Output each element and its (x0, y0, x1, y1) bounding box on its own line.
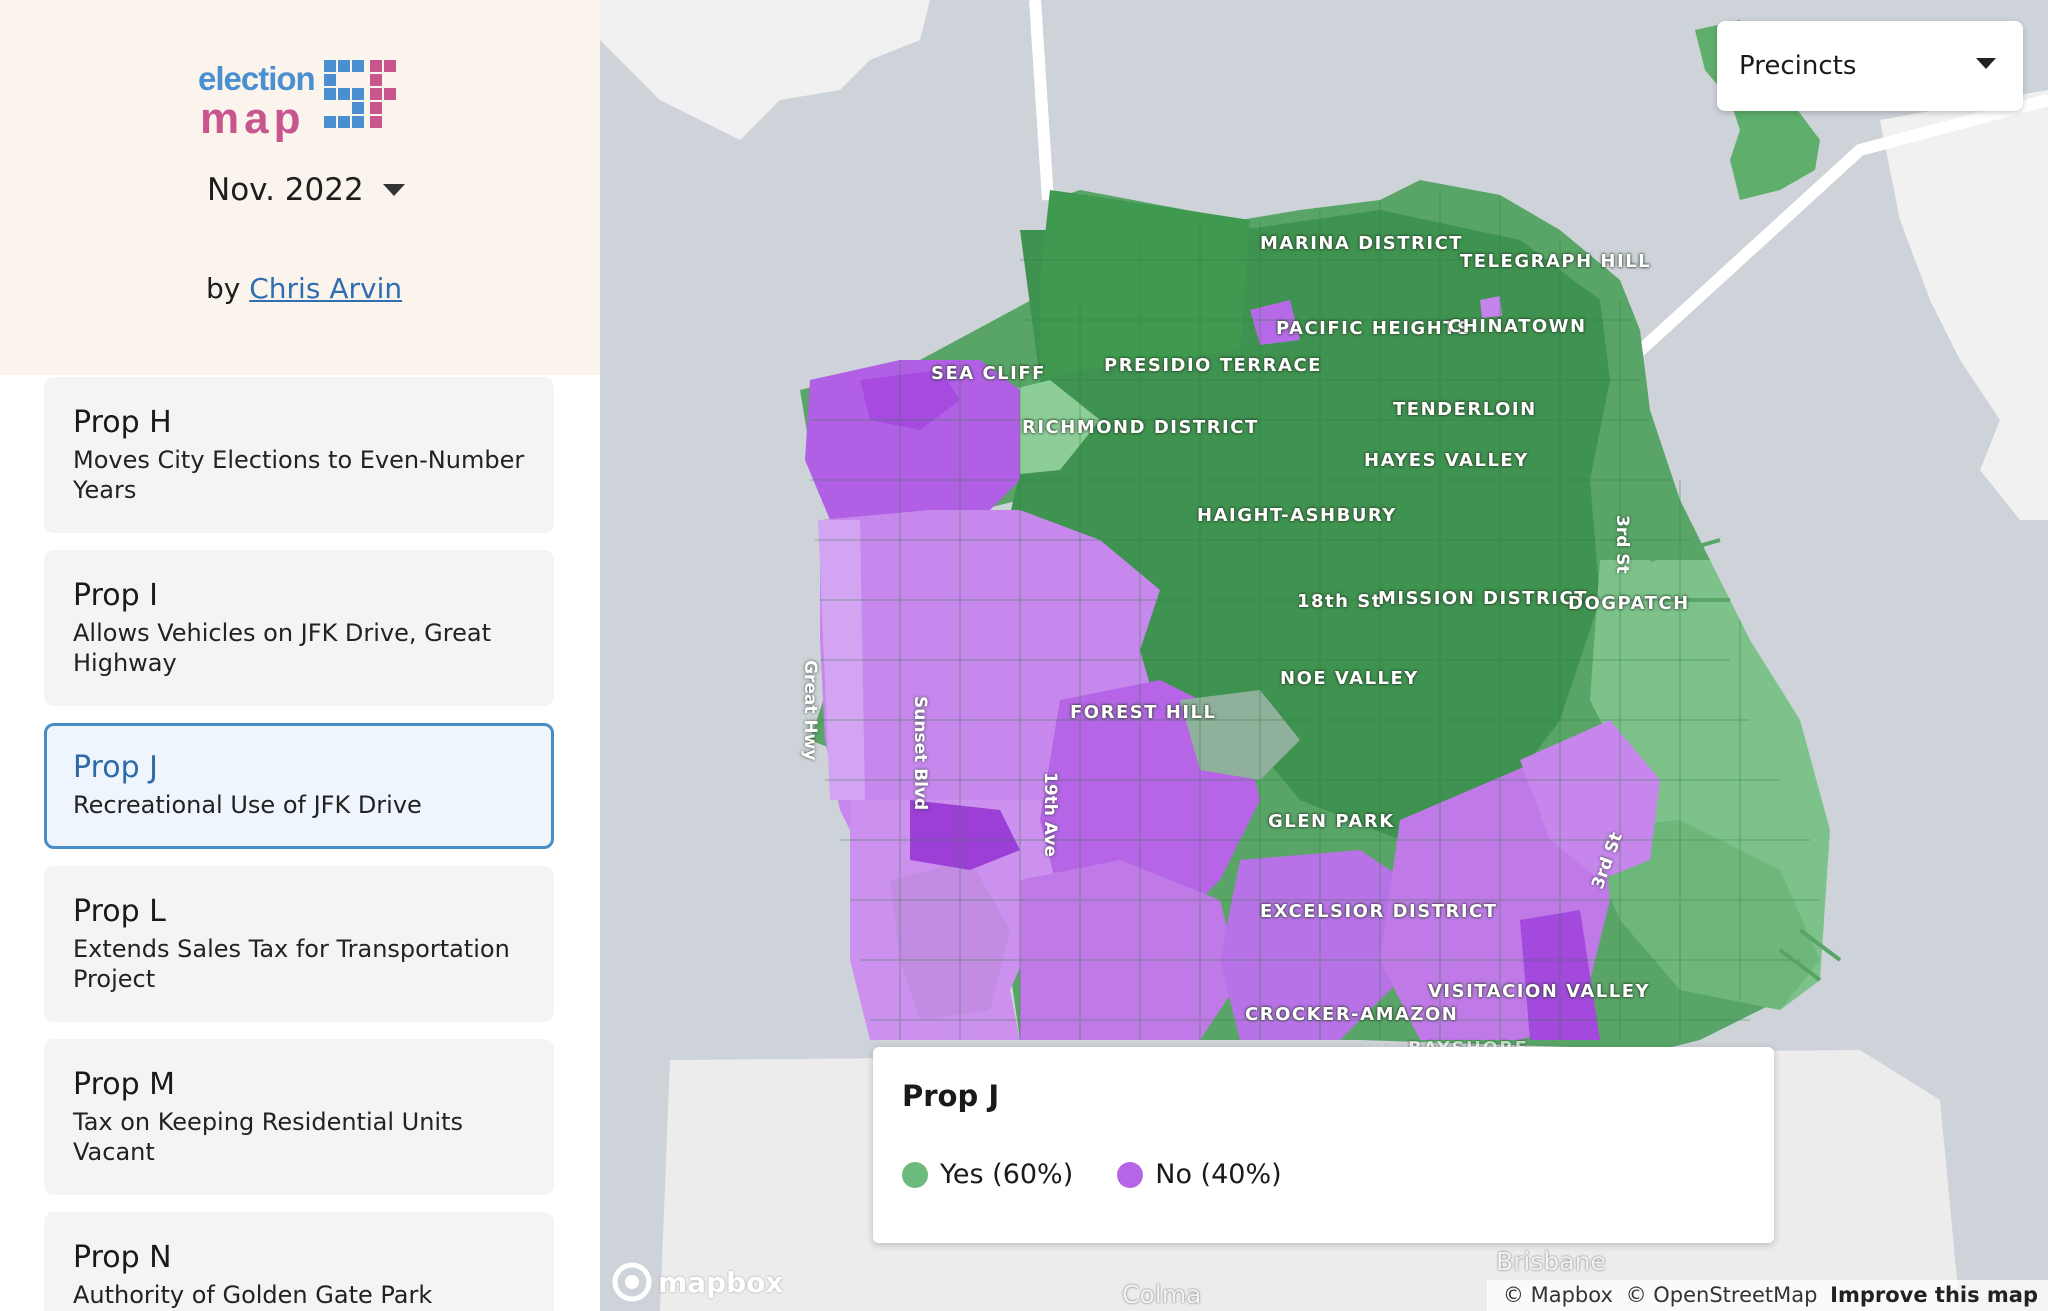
prop-name: Prop H (73, 405, 172, 440)
golden-gate-bridge (1029, 0, 1054, 201)
label-marina-district: MARINA DISTRICT (1260, 233, 1464, 254)
prop-name: Prop I (73, 578, 159, 613)
prop-description: Allows Vehicles on JFK Drive, Great High… (73, 619, 491, 677)
marin-land (600, 0, 930, 140)
attribution-osm-link[interactable]: © OpenStreetMap (1625, 1283, 1818, 1307)
label-19th-ave: 19th Ave (1040, 772, 1060, 857)
label-brisbane: Brisbane (1496, 1247, 1606, 1276)
prop-card-m[interactable]: Prop M Tax on Keeping Residential Units … (44, 1039, 554, 1195)
label-presidio-terrace: PRESIDIO TERRACE (1104, 355, 1322, 376)
label-noe-valley: NOE VALLEY (1280, 668, 1419, 689)
logo-sf-mark (324, 60, 396, 128)
legend-yes-label: Yes (60%) (940, 1159, 1074, 1190)
election-date-dropdown[interactable]: Nov. 2022 (207, 165, 406, 215)
prop-name: Prop J (73, 750, 159, 785)
excelsior-mixed (1220, 850, 1420, 1040)
prop-name: Prop N (73, 1240, 172, 1275)
chevron-down-icon (1976, 58, 1996, 69)
bay-bridge (1625, 94, 2048, 365)
legend-item-no: No (40%) (1117, 1159, 1282, 1190)
precinct-lines (810, 190, 1820, 1040)
logo-word-election: election (198, 60, 316, 97)
label-visitacion-valley: VISITACION VALLEY (1428, 981, 1651, 1002)
byline: by Chris Arvin (206, 272, 402, 305)
proposition-list: Prop H Moves City Elections to Even-Numb… (0, 375, 600, 1311)
prop-card-j[interactable]: Prop J Recreational Use of JFK Drive (44, 723, 554, 849)
prop-card-n[interactable]: Prop N Authority of Golden Gate Park (44, 1212, 554, 1311)
map-canvas[interactable] (600, 0, 2048, 1311)
label-excelsior-district: EXCELSIOR DISTRICT (1260, 901, 1498, 922)
prop-description: Extends Sales Tax for Transportation Pro… (73, 935, 510, 993)
layer-dropdown-value: Precincts (1739, 51, 1857, 81)
attribution-mapbox-link[interactable]: © Mapbox (1502, 1283, 1613, 1307)
label-3rd-st-north: 3rd St (1612, 515, 1632, 574)
twin-peaks-gray (1180, 690, 1300, 780)
map-attribution: © Mapbox © OpenStreetMap Improve this ma… (1486, 1280, 2048, 1311)
prop-description: Authority of Golden Gate Park (73, 1281, 433, 1309)
results-map[interactable]: MARINA DISTRICT TELEGRAPH HILL PACIFIC H… (600, 0, 2048, 1311)
sidebar: election map Nov. (0, 0, 600, 1311)
label-great-hwy: Great Hwy (800, 660, 820, 761)
byline-prefix: by (206, 272, 241, 305)
mapbox-wordmark: mapbox (658, 1265, 784, 1299)
author-link[interactable]: Chris Arvin (249, 272, 403, 305)
yes-swatch (902, 1161, 928, 1188)
outer-richmond-no (805, 360, 1020, 530)
label-tenderloin: TENDERLOIN (1393, 399, 1537, 420)
label-colma: Colma (1122, 1280, 1202, 1309)
legend-title: Prop J (902, 1079, 1000, 1113)
vis-valley-dark (1520, 910, 1600, 1040)
label-telegraph-hill: TELEGRAPH HILL (1460, 251, 1652, 272)
prop-description: Tax on Keeping Residential Units Vacant (73, 1108, 463, 1166)
legend-no-label: No (40%) (1155, 1159, 1282, 1190)
chinatown-no (1480, 296, 1502, 318)
label-18th-st: 18th St (1297, 591, 1382, 612)
label-chinatown: CHINATOWN (1448, 316, 1587, 337)
east-bay-land (1880, 90, 2048, 520)
label-haight-ashbury: HAIGHT-ASHBURY (1197, 505, 1397, 526)
waterfront-piers (1649, 538, 1842, 982)
election-map-sf-logo: election map (198, 54, 408, 144)
presidio (1040, 190, 1250, 380)
bayview-no (1520, 720, 1660, 880)
label-crocker-amazon: CROCKER-AMAZON (1245, 1004, 1459, 1025)
prop-description: Recreational Use of JFK Drive (73, 791, 422, 819)
mapbox-mark-icon (612, 1262, 652, 1302)
lake-merced-water (890, 860, 1010, 1020)
prop-card-h[interactable]: Prop H Moves City Elections to Even-Numb… (44, 377, 554, 533)
prop-card-l[interactable]: Prop L Extends Sales Tax for Transportat… (44, 866, 554, 1022)
prop-name: Prop M (73, 1067, 176, 1102)
label-richmond-district: RICHMOND DISTRICT (1022, 417, 1259, 438)
prop-card-i[interactable]: Prop I Allows Vehicles on JFK Drive, Gre… (44, 550, 554, 706)
logo-word-map: map (200, 94, 306, 143)
ocean-beach-strip (818, 520, 865, 800)
label-forest-hill: FOREST HILL (1070, 702, 1217, 723)
no-swatch (1117, 1161, 1144, 1188)
label-sea-cliff: SEA CLIFF (931, 363, 1046, 384)
ingleside-no (1020, 860, 1240, 1040)
label-sunset-blvd: Sunset Blvd (910, 696, 930, 811)
label-mission-district: MISSION DISTRICT (1378, 588, 1588, 609)
label-pacific-heights: PACIFIC HEIGHTS (1276, 318, 1472, 339)
caret-down-icon (382, 184, 405, 196)
label-dogpatch: DOGPATCH (1568, 593, 1690, 614)
sea-cliff-no (860, 370, 960, 430)
prop-name: Prop L (73, 894, 166, 929)
results-legend: Prop J Yes (60%) No (40%) (873, 1047, 1774, 1243)
pacific-heights-no (1250, 300, 1300, 345)
parkside-dark (910, 800, 1020, 870)
label-glen-park: GLEN PARK (1268, 811, 1395, 832)
improve-map-link[interactable]: Improve this map (1830, 1283, 2038, 1307)
layer-dropdown[interactable]: Precincts (1717, 21, 2023, 111)
sidebar-header: election map Nov. (0, 0, 600, 375)
label-hayes-valley: HAYES VALLEY (1364, 450, 1529, 471)
prop-description: Moves City Elections to Even-Number Year… (73, 446, 525, 504)
mapbox-logo[interactable]: mapbox (612, 1262, 783, 1302)
bayview-light (1580, 820, 1820, 1010)
legend-item-yes: Yes (60%) (902, 1159, 1073, 1190)
legend-items: Yes (60%) No (40%) (902, 1159, 1282, 1190)
election-date-value: Nov. 2022 (207, 172, 364, 208)
